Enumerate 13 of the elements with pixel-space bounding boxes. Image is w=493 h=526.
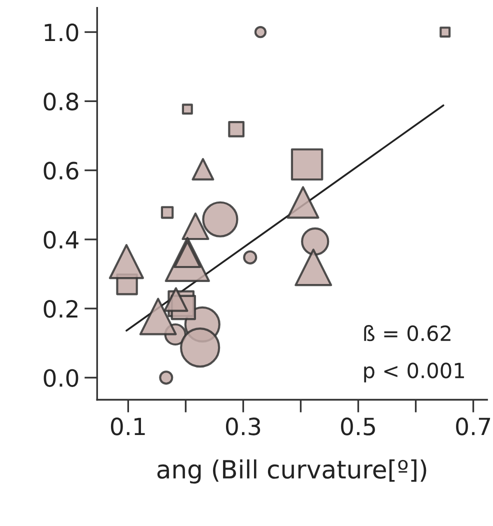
y-tick-label: 1.0 (44, 24, 78, 42)
annotation: p < 0.001 (364, 362, 464, 382)
x-tick-label: 0.5 (341, 418, 375, 436)
y-tick-label: 0.8 (44, 92, 78, 110)
annotation: ß = 0.62 (364, 325, 450, 342)
x-tick-label: 0.7 (456, 418, 490, 436)
y-tick-label: 0.4 (44, 230, 78, 249)
y-tick-label: 0.0 (44, 369, 78, 387)
y-tick-label: 0.6 (44, 162, 78, 180)
x-tick-label: 0.3 (226, 418, 260, 436)
x-axis-title: ang (Bill curvature[º]) (157, 459, 426, 484)
y-tick-label: 0.2 (44, 300, 78, 318)
x-tick-label: 0.1 (110, 418, 145, 436)
